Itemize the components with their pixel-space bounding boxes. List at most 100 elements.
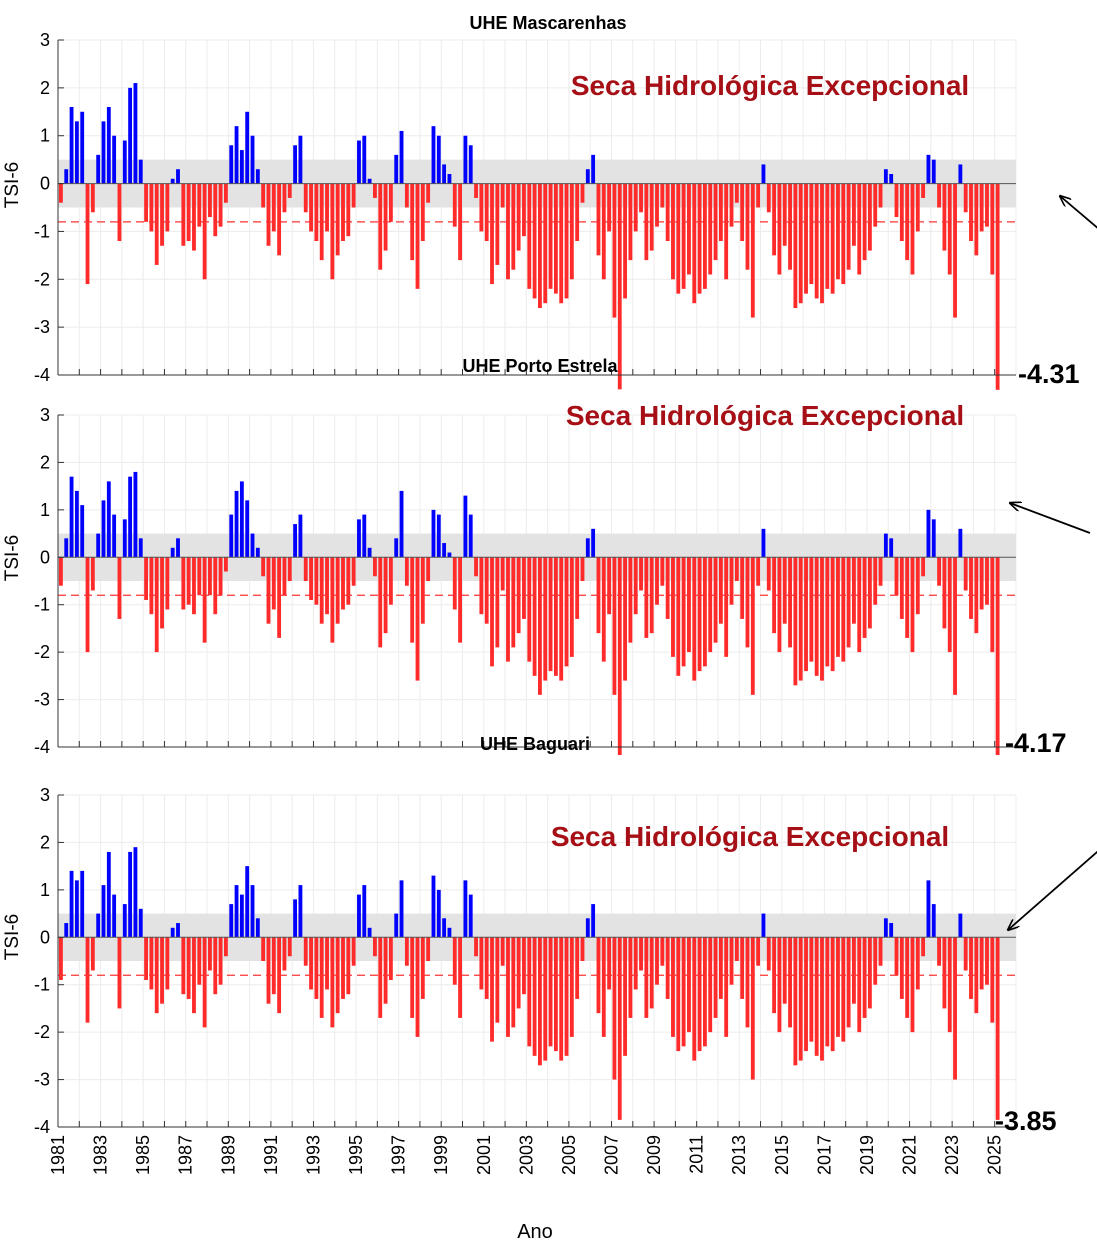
- wet-bar: [926, 509, 931, 558]
- dry-bar: [921, 557, 926, 577]
- wet-bar: [64, 169, 69, 184]
- dry-bar: [351, 937, 356, 966]
- wet-bar: [931, 519, 936, 558]
- wet-bar: [112, 514, 117, 558]
- wet-bar: [293, 145, 298, 184]
- wet-bar: [138, 159, 143, 184]
- dry-bar: [490, 937, 494, 1042]
- dry-bar: [85, 557, 90, 653]
- dry-bar: [261, 937, 266, 961]
- dry-bar: [506, 937, 510, 1037]
- dry-bar: [676, 557, 681, 676]
- wet-bar: [112, 894, 117, 938]
- wet-bar: [229, 145, 234, 184]
- dry-bar: [867, 937, 872, 1009]
- dry-bar: [873, 557, 878, 605]
- dry-bar: [910, 937, 915, 1033]
- wet-bar: [229, 514, 234, 558]
- dry-bar: [208, 937, 212, 971]
- wet-bar: [926, 154, 931, 184]
- wet-bar: [463, 135, 468, 184]
- dry-bar: [506, 183, 510, 280]
- wet-bar: [250, 135, 255, 184]
- dry-bar: [117, 557, 122, 619]
- dry-bar: [532, 557, 537, 676]
- dry-bar: [921, 937, 926, 957]
- dry-bar: [548, 937, 553, 1047]
- dry-bar: [511, 937, 516, 1028]
- wet-bar: [80, 111, 85, 184]
- dry-bar: [612, 557, 617, 695]
- dry-bar: [516, 183, 521, 251]
- dry-bar: [319, 557, 324, 624]
- dry-bar: [452, 183, 457, 227]
- dry-bar: [985, 557, 989, 605]
- dry-bar: [538, 183, 542, 308]
- dry-bar: [559, 937, 564, 1061]
- chart-title: UHE Mascarenhas: [469, 13, 626, 33]
- dry-bar: [218, 557, 223, 596]
- wet-bar: [69, 107, 74, 184]
- dry-bar: [511, 557, 516, 648]
- wet-bar: [431, 875, 436, 938]
- wet-bar: [112, 135, 117, 184]
- dry-bar: [969, 557, 973, 619]
- dry-bar: [745, 183, 750, 270]
- dry-bar: [378, 183, 383, 270]
- y-tick-label: 2: [40, 452, 50, 472]
- dry-bar: [165, 183, 170, 232]
- dry-bar: [287, 183, 292, 198]
- dry-bar: [798, 937, 803, 1061]
- dry-bar: [575, 937, 580, 999]
- dry-bar: [718, 557, 723, 624]
- dry-bar: [857, 183, 862, 275]
- dry-bar: [553, 937, 558, 1052]
- dry-bar: [553, 557, 558, 676]
- wet-bar: [931, 159, 936, 184]
- dry-bar: [937, 937, 941, 966]
- wet-bar: [239, 150, 244, 184]
- dry-bar: [271, 937, 276, 995]
- dry-bar: [479, 183, 484, 232]
- dry-bar: [569, 557, 574, 657]
- dry-bar: [729, 183, 734, 227]
- dry-bar: [846, 183, 851, 270]
- dry-bar: [841, 183, 846, 285]
- dry-bar: [633, 937, 638, 990]
- dry-bar: [793, 557, 798, 686]
- wet-bar: [883, 533, 888, 558]
- dry-bar: [559, 557, 564, 681]
- dry-bar: [846, 937, 851, 1028]
- dry-bar: [213, 557, 218, 615]
- plot-area: -4 -3 -2 -1 0 1 2 3: [34, 30, 1017, 390]
- dry-bar: [867, 183, 872, 251]
- dry-bar: [218, 183, 223, 227]
- dry-bar: [223, 183, 228, 203]
- wet-bar: [234, 490, 239, 558]
- dry-bar: [804, 937, 808, 1052]
- y-tick-label: -3: [34, 317, 50, 337]
- dry-bar: [782, 557, 787, 624]
- dry-bar: [282, 557, 287, 596]
- dry-bar: [378, 937, 383, 1018]
- y-tick-label: -4: [34, 1117, 50, 1137]
- dry-bar: [261, 183, 266, 208]
- dry-bar: [804, 183, 808, 294]
- wet-bar: [176, 538, 180, 558]
- y-tick-label: 3: [40, 405, 50, 425]
- wet-bar: [80, 505, 85, 558]
- dry-bar: [309, 937, 313, 990]
- wet-bar: [245, 111, 250, 184]
- dry-bar: [671, 557, 675, 657]
- dry-bar: [750, 937, 755, 1080]
- dry-bar: [899, 183, 904, 241]
- y-tick-label: 0: [40, 547, 50, 567]
- dry-bar: [208, 557, 212, 596]
- dry-bar: [644, 937, 649, 1018]
- dry-bar: [660, 183, 665, 208]
- wet-bar: [133, 471, 138, 558]
- dry-bar: [862, 557, 867, 638]
- wet-bar: [101, 885, 106, 938]
- dry-bar: [734, 937, 739, 961]
- dry-bar: [617, 183, 622, 390]
